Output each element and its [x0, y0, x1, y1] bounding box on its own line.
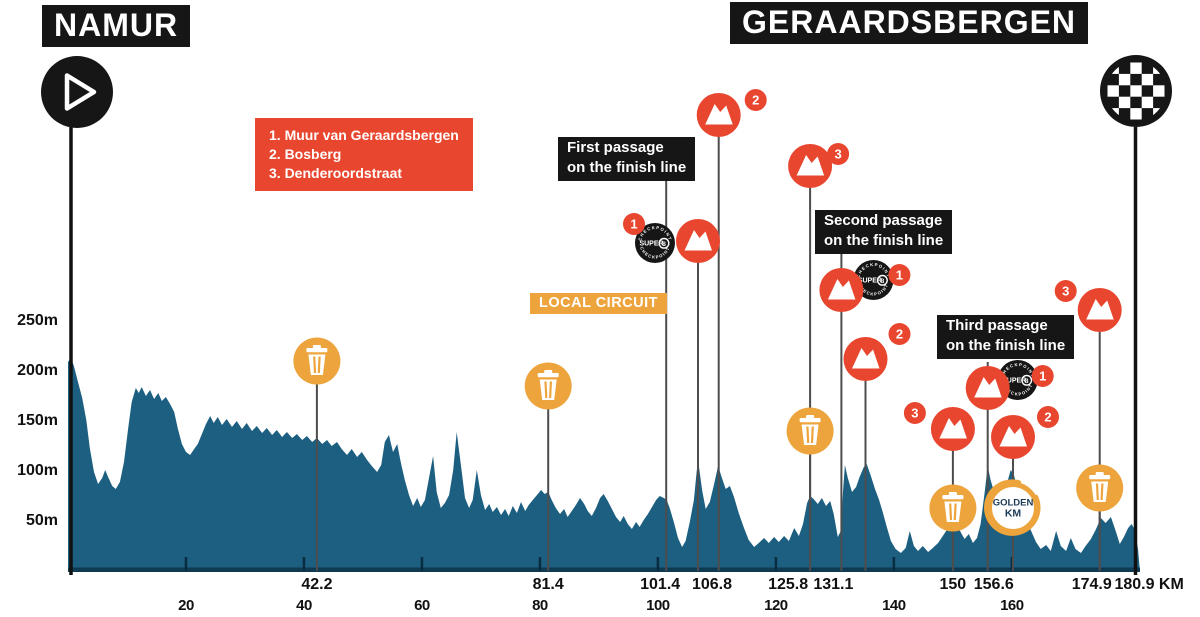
first-passage-line2: on the finish line	[567, 159, 687, 176]
second-passage-line1: Second passage	[824, 212, 943, 229]
start-city-label: NAMUR	[42, 5, 191, 47]
mountain-glyph	[999, 426, 1027, 447]
local-circuit-label: LOCAL CIRCUIT	[530, 293, 668, 314]
third-passage-note: Third passage on the finish line	[937, 315, 1075, 359]
km-marker-label: 42.2	[301, 576, 333, 593]
climb-number-badge: 1	[623, 213, 645, 235]
litter-zone-icon	[786, 407, 834, 455]
climb-icon: 2	[991, 406, 1059, 459]
mountain-glyph	[684, 230, 712, 251]
distance-tick-label: 160	[1000, 597, 1024, 614]
mountain-glyph	[1086, 299, 1114, 320]
finish-city-label: GERAARDSBERGEN	[730, 2, 1089, 44]
km-marker-label: 150	[939, 576, 967, 593]
svg-text:SUPER: SUPER	[639, 241, 663, 248]
distance-tick-label: 20	[178, 597, 194, 614]
climb-number-badge: 2	[1037, 406, 1059, 428]
climb-number-badge: 1	[888, 264, 911, 286]
distance-tick-label: 40	[296, 597, 312, 614]
first-passage-line1: First passage	[567, 139, 664, 156]
climb-number-badge: 3	[903, 402, 926, 424]
km-marker-label: 81.4	[532, 576, 564, 593]
litter-zone-icon	[293, 337, 341, 385]
distance-tick-label: 80	[532, 597, 548, 614]
mountain-glyph	[974, 377, 1002, 398]
svg-text:KM: KM	[1005, 508, 1022, 520]
mountain-glyph	[796, 155, 825, 176]
litter-zone-icon	[929, 484, 977, 532]
climb-icon: 3	[903, 402, 975, 451]
svg-text:1: 1	[896, 268, 903, 283]
first-passage-note: First passage on the finish line	[558, 137, 696, 181]
mountain-glyph	[705, 104, 733, 125]
finish-flag-icon	[1100, 55, 1172, 127]
climb-icon: 3	[1054, 280, 1122, 332]
km-marker-label: 101.4	[640, 576, 681, 593]
climb-number-badge: 3	[1054, 280, 1077, 302]
mountain-glyph	[852, 348, 880, 369]
litter-zone-icon	[524, 362, 572, 410]
climb-icon: 3	[788, 143, 850, 188]
start-icon	[41, 56, 113, 128]
baseline-strip	[68, 567, 1140, 572]
svg-text:3: 3	[1062, 284, 1069, 299]
elevation-tick-label: 200m	[17, 362, 58, 379]
km-marker-label: 131.1	[813, 576, 854, 593]
elevation-tick-label: 100m	[17, 462, 58, 479]
climb-number-badge: 1	[1031, 365, 1054, 387]
svg-text:8: 8	[881, 278, 885, 285]
second-passage-line2: on the finish line	[824, 232, 944, 249]
climb-number-badge: 2	[744, 89, 767, 111]
elevation-tick-label: 250m	[17, 312, 58, 329]
svg-text:SUPER: SUPER	[858, 278, 882, 285]
second-passage-note: Second passage on the finish line	[815, 210, 953, 254]
km-marker-label: 156.6	[973, 576, 1014, 593]
km-marker-label: 106.8	[691, 576, 733, 593]
distance-tick-label: 140	[882, 597, 906, 614]
climb-legend: 1. Muur van Geraardsbergen 2. Bosberg 3.…	[255, 118, 473, 191]
svg-text:SUPER: SUPER	[1002, 378, 1026, 385]
km-marker-label: 180.9 KM	[1114, 576, 1184, 593]
climb-icon: 2	[843, 323, 911, 381]
mountain-glyph	[827, 279, 856, 300]
svg-text:3: 3	[911, 406, 918, 421]
distance-tick-label: 120	[764, 597, 788, 614]
svg-text:1: 1	[630, 217, 637, 232]
svg-text:8: 8	[662, 241, 666, 248]
climb-number-badge: 3	[827, 143, 850, 165]
distance-tick-label: 60	[414, 597, 430, 614]
legend-item-3: 3. Denderoordstraat	[269, 165, 403, 181]
svg-text:2: 2	[896, 327, 903, 342]
svg-text:2: 2	[1044, 410, 1051, 425]
svg-text:3: 3	[834, 147, 841, 162]
third-passage-line1: Third passage	[946, 317, 1048, 334]
mountain-glyph	[939, 418, 967, 439]
svg-text:2: 2	[752, 93, 759, 108]
distance-tick-label: 100	[646, 597, 670, 614]
km-marker-label: 174.9	[1071, 576, 1112, 593]
elevation-area	[68, 358, 1140, 572]
km-marker-label: 125.8	[768, 576, 809, 593]
elevation-tick-label: 150m	[17, 412, 58, 429]
elevation-tick-label: 50m	[25, 512, 58, 529]
litter-zone-icon	[1076, 464, 1124, 512]
legend-item-1: 1. Muur van Geraardsbergen	[269, 127, 459, 143]
climb-icon: 2	[696, 89, 767, 137]
svg-text:8: 8	[1025, 378, 1029, 385]
legend-item-2: 2. Bosberg	[269, 146, 342, 162]
climb-number-badge: 2	[888, 323, 911, 345]
svg-text:GOLDEN: GOLDEN	[993, 498, 1034, 509]
svg-text:1: 1	[1039, 369, 1046, 384]
third-passage-line2: on the finish line	[946, 337, 1066, 354]
